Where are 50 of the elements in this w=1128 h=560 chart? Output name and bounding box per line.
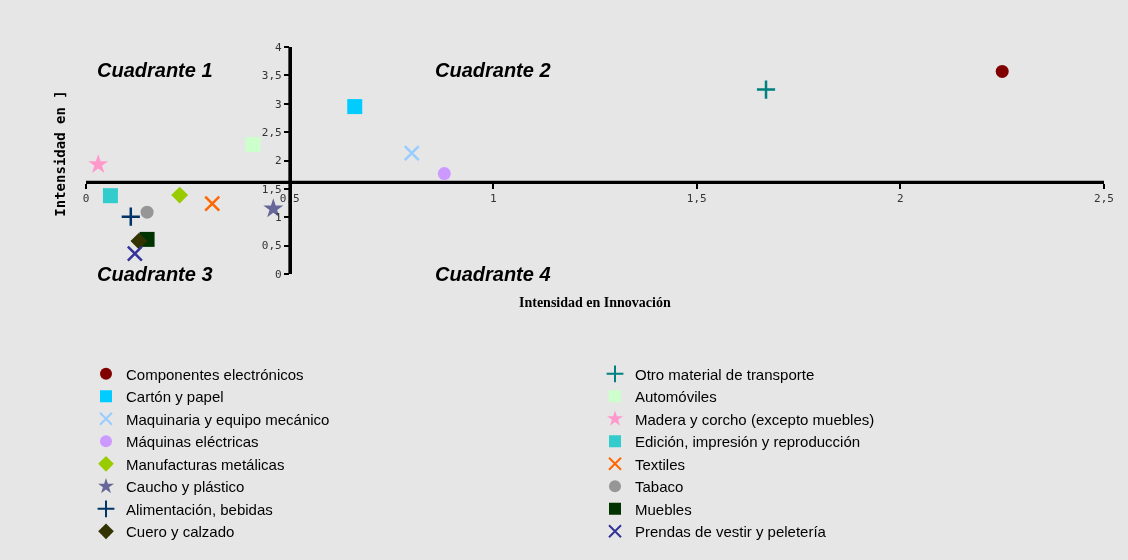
point — [126, 245, 144, 262]
y-axis-title: Intensidad en ] — [52, 90, 69, 217]
legend-label: Máquinas eléctricas — [126, 433, 259, 451]
legend-label: Componentes electrónicos — [126, 365, 304, 383]
legend-label: Manufacturas metálicas — [126, 455, 285, 473]
x-tick-label: 2,5 — [1094, 192, 1114, 206]
legend-label: Cartón y papel — [126, 388, 224, 406]
y-tick-label: 4 — [275, 40, 283, 54]
x-tick-label: 0 — [82, 192, 90, 206]
point — [171, 186, 189, 204]
y-tick-label: 1,5 — [261, 182, 282, 196]
y-tick-label: 0,5 — [261, 239, 282, 253]
point — [102, 188, 118, 204]
legend-label: Caucho y plástico — [126, 478, 245, 496]
legend-label: Textiles — [635, 455, 686, 473]
legend-label: Muebles — [635, 500, 692, 518]
y-tick-label: 2 — [275, 154, 282, 168]
legend-label: Alimentación, bebidas — [126, 500, 273, 518]
annotation: Cuadrante 3 — [97, 263, 213, 285]
annotation: Cuadrante 4 — [435, 263, 551, 285]
x-axis-title: Intensidad en Innovación — [519, 295, 671, 310]
y-tick-label: 1 — [275, 211, 282, 225]
legend-label: Otro material de transporte — [635, 365, 815, 383]
legend-label: Cuero y calzado — [126, 523, 235, 541]
y-tick-label: 3,5 — [261, 69, 282, 83]
point — [403, 144, 421, 162]
y-tick-label: 3 — [275, 97, 282, 111]
legend-label: Automóviles — [635, 388, 717, 406]
point — [755, 79, 777, 100]
x-tick-label: 1,5 — [686, 192, 707, 206]
annotation: Cuadrante 2 — [435, 59, 551, 81]
point — [140, 205, 154, 219]
legend-label: Maquinaria y equipo mecánico — [126, 410, 330, 428]
point — [130, 232, 148, 250]
point — [245, 137, 261, 153]
x-tick-label: 2 — [897, 192, 904, 206]
legend-label: Tabaco — [635, 478, 684, 496]
x-tick-label: 1 — [489, 192, 497, 206]
y-tick-label: 0 — [275, 267, 282, 281]
point — [88, 153, 109, 173]
y-tick-label: 2,5 — [261, 125, 282, 139]
point — [203, 195, 221, 212]
legend-label: Edición, impresión y reproducción — [635, 433, 861, 451]
annotation: Cuadrante 1 — [97, 59, 213, 81]
point — [437, 167, 451, 181]
legend-label: Madera y corcho (excepto muebles) — [635, 410, 875, 428]
point — [120, 206, 142, 228]
point — [347, 99, 363, 115]
point — [995, 64, 1009, 78]
legend-label: Prendas de vestir y peletería — [635, 523, 827, 541]
